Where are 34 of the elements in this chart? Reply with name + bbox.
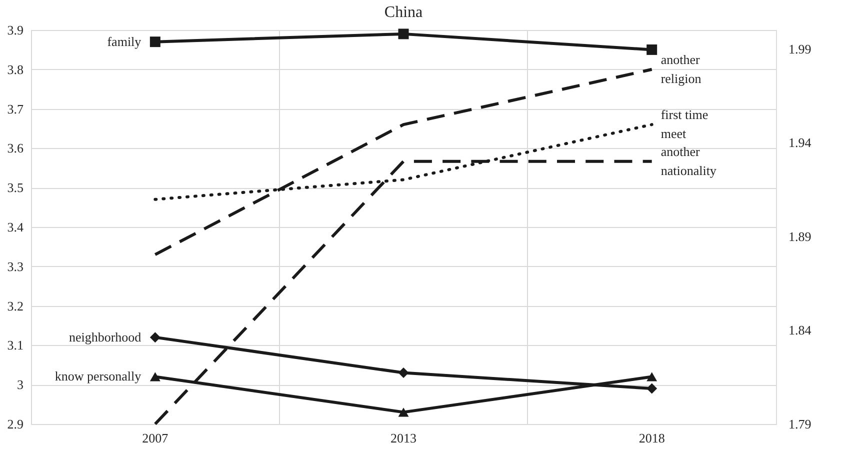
y-tick-label: 3.8 [7,62,24,77]
y-tick-label: 3.3 [7,258,24,274]
y2-tick-label: 1.94 [788,135,812,150]
chart-title: China [384,4,423,21]
point [646,372,658,382]
point [398,368,409,378]
series-label: another religion [660,52,702,86]
y-tick-label: 3.4 [7,220,24,234]
x-tick-label: 2007 [142,430,169,446]
point [646,44,658,55]
point [150,372,160,382]
y-tick-label: 3.6 [7,140,24,156]
y-tick-label: 3.9 [7,22,24,38]
y-tick-label: 2.9 [7,416,24,432]
point [398,28,409,40]
y2-tick-label: 1.89 [788,228,812,244]
x-tick-label: 2013 [390,430,416,446]
series-label: neighborhood [68,329,142,344]
y2-tick-label: 1.99 [788,41,812,56]
point [398,408,409,417]
point [646,383,658,394]
point [150,36,160,48]
y-tick-label: 3.1 [7,338,24,353]
series-label: know personally [54,368,142,384]
y-tick-label: 3.5 [7,180,24,196]
y-tick-label: 3.7 [7,101,24,116]
point [150,332,160,343]
series-label: family [107,34,142,49]
x-tick-label: 2018 [638,430,665,446]
y2-tick-label: 1.84 [788,322,812,338]
y-tick-label: 3.2 [7,298,24,314]
series-label: another nationality [660,144,717,178]
y2-tick-label: 1.79 [788,416,812,432]
y-tick-label: 3 [17,377,24,392]
